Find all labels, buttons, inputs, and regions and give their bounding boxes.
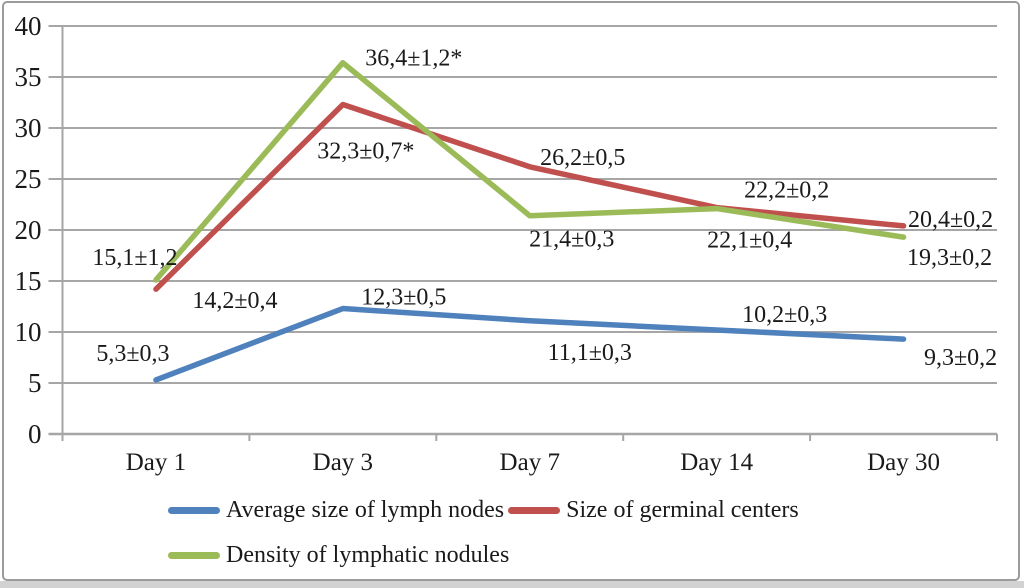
data-label: 11,1±0,3 <box>548 340 632 366</box>
data-label: 15,1±1,2 <box>92 245 177 271</box>
data-label: 21,4±0,3 <box>529 227 614 253</box>
data-label: 22,2±0,2 <box>744 178 829 204</box>
series-line-1 <box>153 101 907 292</box>
legend-swatch-icon <box>508 506 561 514</box>
chart-legend: Average size of lymph nodes Size of germi… <box>168 494 803 571</box>
y-axis-tick-label: 5 <box>28 368 42 398</box>
x-axis-tick-label: Day 14 <box>680 449 753 476</box>
y-axis-tick-label: 40 <box>15 11 42 41</box>
y-axis-tick-label: 15 <box>15 266 42 296</box>
legend-swatch-icon <box>168 506 220 514</box>
y-axis-tick-label: 25 <box>15 164 42 194</box>
data-label: 36,4±1,2* <box>365 46 462 72</box>
y-axis-tick-label: 10 <box>15 317 42 347</box>
legend-item-0: Average size of lymph nodes <box>168 494 508 526</box>
data-label: 22,1±0,4 <box>707 228 792 254</box>
x-axis-tick-label: Day 1 <box>126 449 186 476</box>
x-axis-tick-label: Day 30 <box>867 449 940 476</box>
legend-row: Average size of lymph nodes Size of germi… <box>168 494 803 526</box>
data-label: 12,3±0,5 <box>361 285 446 311</box>
legend-item-1: Size of germinal centers <box>508 494 803 526</box>
data-label: 19,3±0,2 <box>907 245 992 271</box>
data-label: 32,3±0,7* <box>317 139 414 165</box>
y-axis-tick-label: 20 <box>15 215 42 245</box>
legend-label: Density of lymphatic nodules <box>226 542 510 568</box>
series-line-0 <box>153 305 907 383</box>
data-label: 14,2±0,4 <box>192 288 277 314</box>
x-axis-tick-label: Day 3 <box>313 449 373 476</box>
legend-swatch-icon <box>168 551 220 559</box>
y-axis-tick-label: 0 <box>28 419 42 449</box>
x-axis-tick-label: Day 7 <box>500 449 560 476</box>
series-line-2 <box>153 59 907 283</box>
legend-label: Size of germinal centers <box>566 497 799 523</box>
data-label: 20,4±0,2 <box>908 207 993 233</box>
figure-bottom-shadow <box>0 581 1024 588</box>
y-axis-tick-label: 35 <box>15 62 42 92</box>
data-label: 5,3±0,3 <box>96 341 169 367</box>
data-label: 10,2±0,3 <box>742 302 827 328</box>
legend-label: Average size of lymph nodes <box>226 497 505 523</box>
legend-item-2: Density of lymphatic nodules <box>168 539 513 571</box>
legend-row: Density of lymphatic nodules <box>168 539 803 571</box>
y-axis-tick-label: 30 <box>15 113 42 143</box>
data-label: 26,2±0,5 <box>540 145 625 171</box>
data-label: 9,3±0,2 <box>924 345 997 371</box>
